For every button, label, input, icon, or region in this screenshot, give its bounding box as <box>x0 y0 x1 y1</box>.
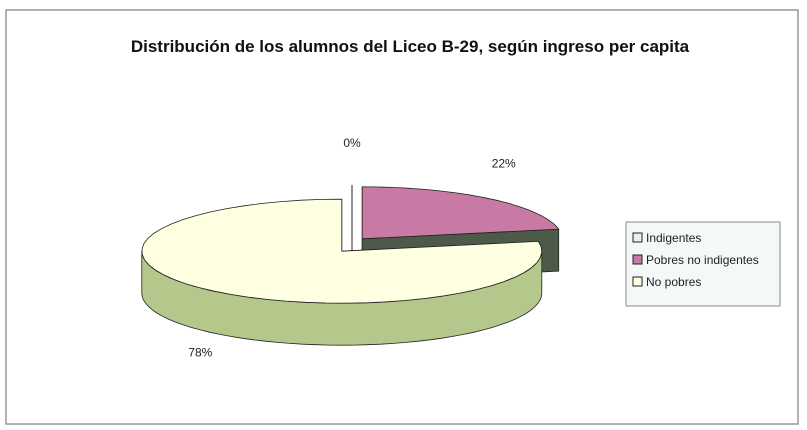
slice <box>361 186 560 240</box>
legend-label: Pobres no indigentes <box>646 253 759 267</box>
chart-title: Distribución de los alumnos del Liceo B-… <box>130 37 690 56</box>
data-label: 22% <box>492 157 516 171</box>
legend-swatch <box>632 232 643 243</box>
slice <box>141 198 543 304</box>
legend-label: No pobres <box>646 275 701 289</box>
data-label: 0% <box>343 136 361 150</box>
legend-swatch <box>632 254 643 265</box>
data-label: 78% <box>188 345 212 359</box>
legend-swatch <box>632 276 643 287</box>
legend-label: Indigentes <box>646 231 701 245</box>
legend-box <box>625 221 781 307</box>
